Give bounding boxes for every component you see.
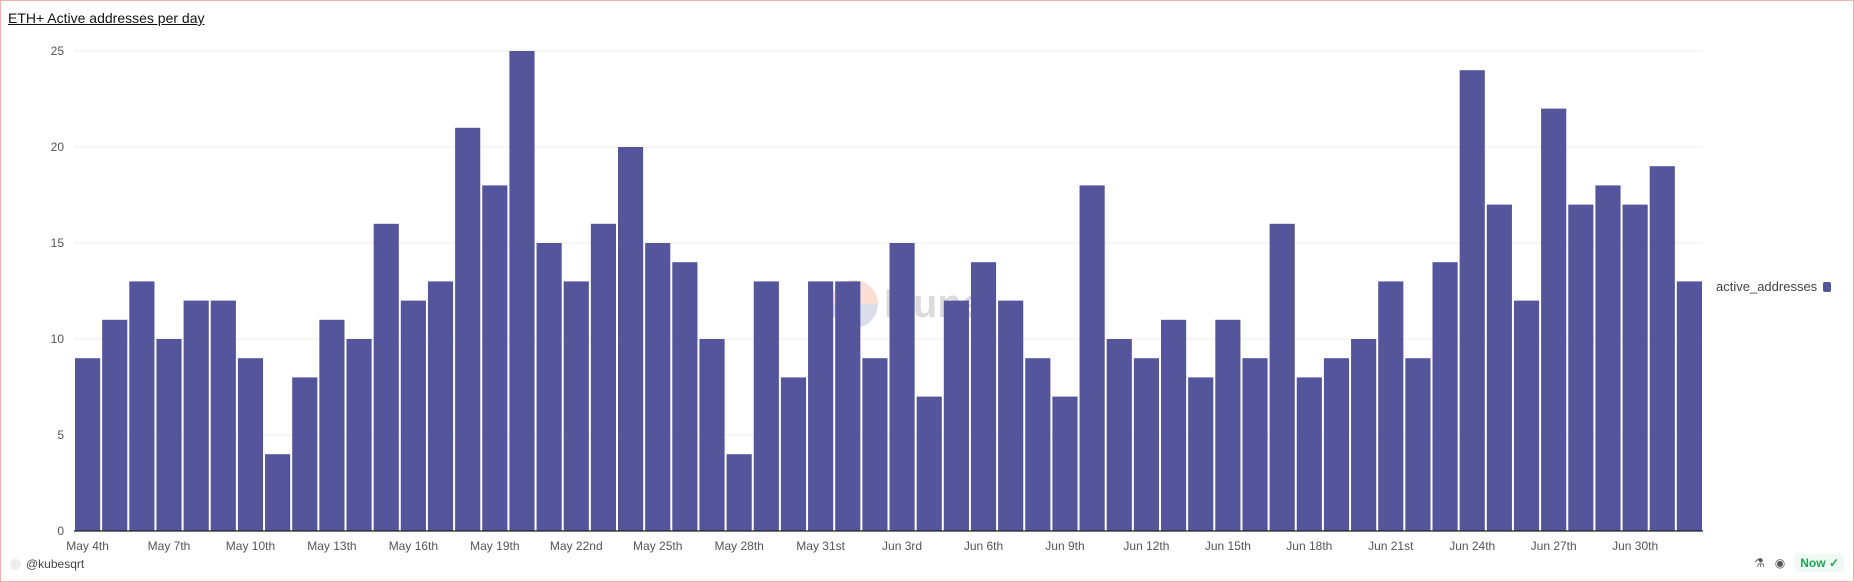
legend-swatch (1823, 281, 1832, 292)
author-name: @kubesqrt (26, 557, 85, 571)
bar[interactable] (1432, 262, 1458, 531)
bar[interactable] (1351, 339, 1377, 531)
bar[interactable] (183, 300, 209, 531)
bar[interactable] (1296, 377, 1322, 531)
bar[interactable] (1079, 185, 1105, 531)
y-tick-label: 0 (57, 524, 64, 538)
bar[interactable] (1242, 358, 1268, 531)
bar[interactable] (699, 339, 725, 531)
y-tick-label: 5 (57, 428, 64, 442)
x-tick-label: May 13th (307, 539, 356, 553)
x-tick-label: May 10th (226, 539, 275, 553)
bar[interactable] (1269, 223, 1295, 532)
bar[interactable] (237, 358, 264, 531)
bar[interactable] (753, 281, 779, 531)
x-tick-label: Jun 3rd (882, 539, 922, 553)
bar[interactable] (1133, 358, 1159, 531)
bar[interactable] (970, 262, 997, 531)
x-tick-label: May 25th (633, 539, 682, 553)
x-tick-label: Jun 30th (1612, 539, 1658, 553)
bar[interactable] (889, 243, 915, 531)
bar[interactable] (1622, 204, 1648, 531)
bar[interactable] (1595, 185, 1621, 531)
bar[interactable] (373, 223, 399, 532)
bar[interactable] (1459, 70, 1485, 531)
x-tick-label: May 7th (148, 539, 191, 553)
bar[interactable] (210, 300, 236, 531)
fork-icon[interactable]: ⚗ (1754, 556, 1765, 570)
x-tick-label: Jun 21st (1368, 539, 1414, 553)
status-badge: Now ✓ (1795, 554, 1844, 572)
avatar (10, 558, 21, 570)
bar[interactable] (509, 51, 535, 531)
x-tick-label: May 31st (796, 539, 845, 553)
bar[interactable] (1541, 108, 1567, 531)
status-text: Now (1800, 556, 1826, 570)
bar[interactable] (1676, 281, 1702, 531)
x-tick-label: May 28th (714, 539, 763, 553)
bar[interactable] (780, 377, 807, 531)
bar[interactable] (346, 339, 372, 531)
bar[interactable] (1486, 204, 1512, 531)
bar[interactable] (726, 454, 752, 531)
bar[interactable] (1052, 396, 1078, 531)
bar[interactable] (998, 300, 1024, 531)
legend-item[interactable]: active_addresses (1716, 279, 1832, 294)
x-tick-label: Jun 27th (1531, 539, 1577, 553)
bar[interactable] (862, 358, 888, 531)
bar[interactable] (292, 377, 318, 531)
bar[interactable] (1215, 319, 1241, 531)
bar[interactable] (1025, 358, 1051, 531)
bar[interactable] (319, 319, 345, 531)
bar[interactable] (645, 243, 671, 531)
bar[interactable] (808, 281, 834, 531)
bar[interactable] (427, 281, 454, 531)
camera-icon[interactable]: ◉ (1774, 556, 1786, 570)
bar[interactable] (1649, 166, 1675, 531)
bar[interactable] (590, 223, 616, 532)
x-tick-label: May 16th (389, 539, 438, 553)
bar[interactable] (75, 358, 101, 531)
bar[interactable] (618, 147, 644, 531)
x-tick-label: Jun 6th (964, 539, 1003, 553)
bar[interactable] (156, 339, 182, 531)
bar[interactable] (1513, 300, 1540, 531)
x-tick-label: May 4th (66, 539, 109, 553)
bar[interactable] (835, 281, 861, 531)
chart-title[interactable]: ETH+ Active addresses per day (8, 10, 205, 26)
footer-actions: ⚗ ◉ Now ✓ (1754, 554, 1844, 572)
bar[interactable] (1323, 358, 1350, 531)
bar[interactable] (265, 454, 291, 531)
legend-label: active_addresses (1716, 279, 1818, 294)
bar[interactable] (1161, 319, 1187, 531)
y-tick-label: 25 (51, 44, 65, 58)
bar[interactable] (129, 281, 155, 531)
y-tick-label: 10 (51, 332, 65, 346)
x-tick-label: Jun 9th (1045, 539, 1084, 553)
bar[interactable] (400, 300, 426, 531)
bar[interactable] (536, 243, 562, 531)
bar[interactable] (102, 319, 128, 531)
x-tick-label: Jun 24th (1449, 539, 1495, 553)
bar[interactable] (482, 185, 508, 531)
bar[interactable] (455, 127, 481, 532)
bar[interactable] (672, 262, 698, 531)
bar[interactable] (1188, 377, 1214, 531)
author[interactable]: @kubesqrt (10, 557, 84, 571)
x-tick-label: May 19th (470, 539, 519, 553)
bar[interactable] (1568, 204, 1594, 531)
bar[interactable] (943, 300, 969, 531)
x-tick-label: Jun 18th (1286, 539, 1332, 553)
bar[interactable] (916, 396, 942, 531)
bar[interactable] (1106, 339, 1132, 531)
y-tick-label: 20 (51, 140, 65, 154)
bar[interactable] (1405, 358, 1431, 531)
x-tick-label: May 22nd (550, 539, 603, 553)
x-tick-label: Jun 12th (1123, 539, 1169, 553)
y-tick-label: 15 (51, 236, 65, 250)
bar[interactable] (563, 281, 589, 531)
bar[interactable] (1378, 281, 1404, 531)
x-tick-label: Jun 15th (1205, 539, 1251, 553)
